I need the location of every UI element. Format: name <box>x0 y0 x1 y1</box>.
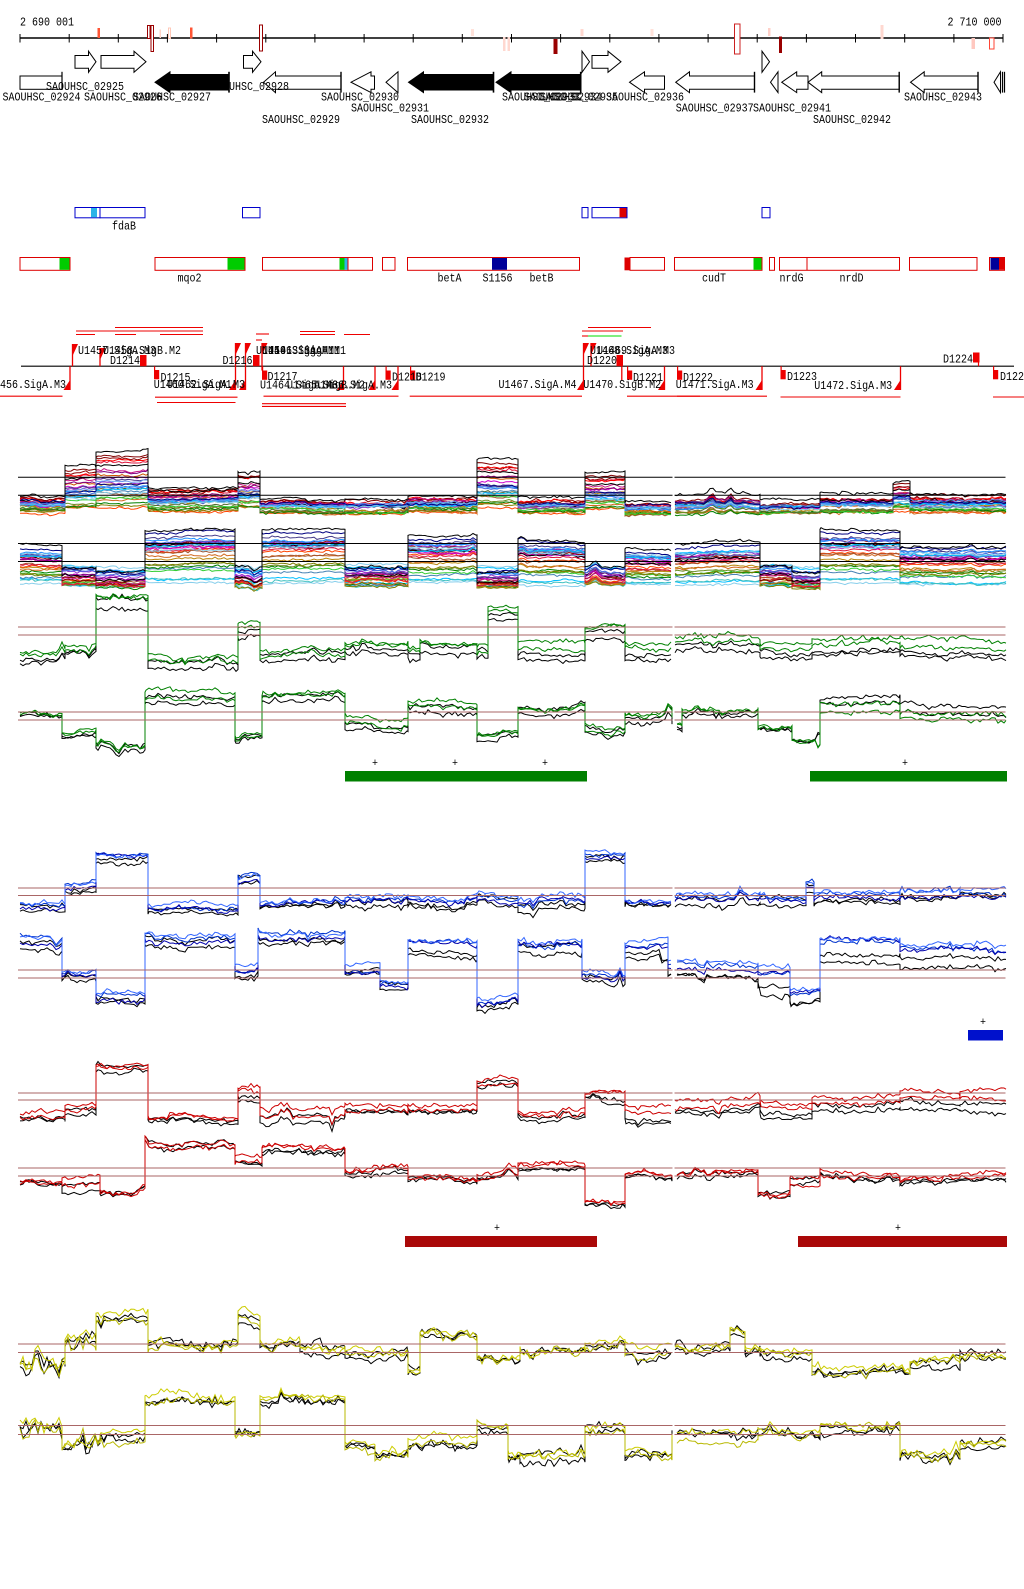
svg-text:S1156: S1156 <box>483 272 513 286</box>
svg-text:betA: betA <box>438 272 463 286</box>
svg-text:SAOUHSC_02935: SAOUHSC_02935 <box>540 91 618 105</box>
svg-text:U1461.SigA.M1: U1461.SigA.M1 <box>262 344 340 358</box>
svg-text:D1225: D1225 <box>1000 370 1024 384</box>
svg-text:U1468.SigA.M3: U1468.SigA.M3 <box>590 344 668 358</box>
svg-text:U1463.SigA.M1: U1463.SigA.M1 <box>268 344 346 358</box>
svg-text:D1217: D1217 <box>268 370 298 384</box>
svg-text:D1216: D1216 <box>223 354 253 368</box>
svg-text:UHSC_02928: UHSC_02928 <box>229 80 289 94</box>
svg-text:+: + <box>980 1017 986 1029</box>
svg-text:cudT: cudT <box>702 272 726 286</box>
svg-text:+: + <box>895 1223 901 1235</box>
svg-text:D1218: D1218 <box>392 371 422 385</box>
svg-text:SAOUHSC_02925: SAOUHSC_02925 <box>46 80 124 94</box>
svg-text:D1221: D1221 <box>633 371 663 385</box>
svg-text:U1460.SigA.M1: U1460.SigA.M1 <box>154 378 232 392</box>
svg-text:SAOUHSC_02941: SAOUHSC_02941 <box>753 102 831 116</box>
svg-text:+: + <box>452 758 458 770</box>
svg-text:SAOUHSC_02926: SAOUHSC_02926 <box>84 91 162 105</box>
svg-text:D1220: D1220 <box>587 354 617 368</box>
svg-text:D1222: D1222 <box>683 371 713 385</box>
svg-text:U1470.SigB.M2: U1470.SigB.M2 <box>583 378 661 392</box>
svg-text:U1457.SigA.M3: U1457.SigA.M3 <box>78 344 156 358</box>
svg-text:SAOUHSC_02932: SAOUHSC_02932 <box>411 113 489 127</box>
svg-text:SAOUHSC_02930: SAOUHSC_02930 <box>321 91 399 105</box>
svg-text:U1467.SigA.M4: U1467.SigA.M4 <box>499 378 577 392</box>
svg-text:D1224: D1224 <box>943 353 973 367</box>
svg-text:+: + <box>542 758 548 770</box>
svg-text:+: + <box>902 758 908 770</box>
svg-text:2 690 001: 2 690 001 <box>20 16 74 30</box>
svg-text:SAOUHSC_02937: SAOUHSC_02937 <box>676 102 754 116</box>
svg-text:U1458.SigB.M2: U1458.SigB.M2 <box>103 344 181 358</box>
svg-text:SAOUHSC_02929: SAOUHSC_02929 <box>262 113 340 127</box>
svg-text:SAOUHSC_02927: SAOUHSC_02927 <box>133 91 211 105</box>
svg-text:D1214: D1214 <box>110 354 140 368</box>
svg-text:SAOUHSC_02934: SAOUHSC_02934 <box>524 91 602 105</box>
svg-text:U1469.SigA.M3: U1469.SigA.M3 <box>597 344 675 358</box>
svg-text:nrdD: nrdD <box>840 272 864 286</box>
svg-text:U1465.SigB.M2: U1465.SigB.M2 <box>287 379 365 393</box>
svg-text:SAOUHSC_02942: SAOUHSC_02942 <box>813 113 891 127</box>
svg-text:U1456.SigA.M3: U1456.SigA.M3 <box>0 378 66 392</box>
svg-text:+: + <box>372 758 378 770</box>
svg-text:SAOUHSC_02943: SAOUHSC_02943 <box>904 91 982 105</box>
svg-text:betB: betB <box>530 272 554 286</box>
svg-text:2 710 000: 2 710 000 <box>948 16 1002 30</box>
svg-text:SAOUHSC_02933: SAOUHSC_02933 <box>502 91 580 105</box>
svg-text:SAOUHSC_02931: SAOUHSC_02931 <box>351 102 429 116</box>
svg-text:U1471.SigA.M3: U1471.SigA.M3 <box>676 378 754 392</box>
svg-text:D1219: D1219 <box>416 371 446 385</box>
svg-text:SAOUHSC_02924: SAOUHSC_02924 <box>3 91 81 105</box>
svg-text:U1472.SigA.M3: U1472.SigA.M3 <box>814 379 892 393</box>
svg-text:U1459.SigA.M1: U1459.SigA.M1 <box>256 344 334 358</box>
svg-text:D1215: D1215 <box>161 371 191 385</box>
svg-text:nrdG: nrdG <box>780 272 804 286</box>
svg-text:+: + <box>494 1223 500 1235</box>
svg-text:U1464.SigA.M3: U1464.SigA.M3 <box>260 379 338 393</box>
svg-text:mqo2: mqo2 <box>178 272 202 286</box>
svg-text:U1462.SigA.M3: U1462.SigA.M3 <box>167 378 245 392</box>
svg-text:D1223: D1223 <box>787 370 817 384</box>
svg-text:U1466.SigA.M3: U1466.SigA.M3 <box>314 379 392 393</box>
svg-text:fdaB: fdaB <box>112 220 136 234</box>
svg-text:SAOUHSC_02936: SAOUHSC_02936 <box>606 91 684 105</box>
